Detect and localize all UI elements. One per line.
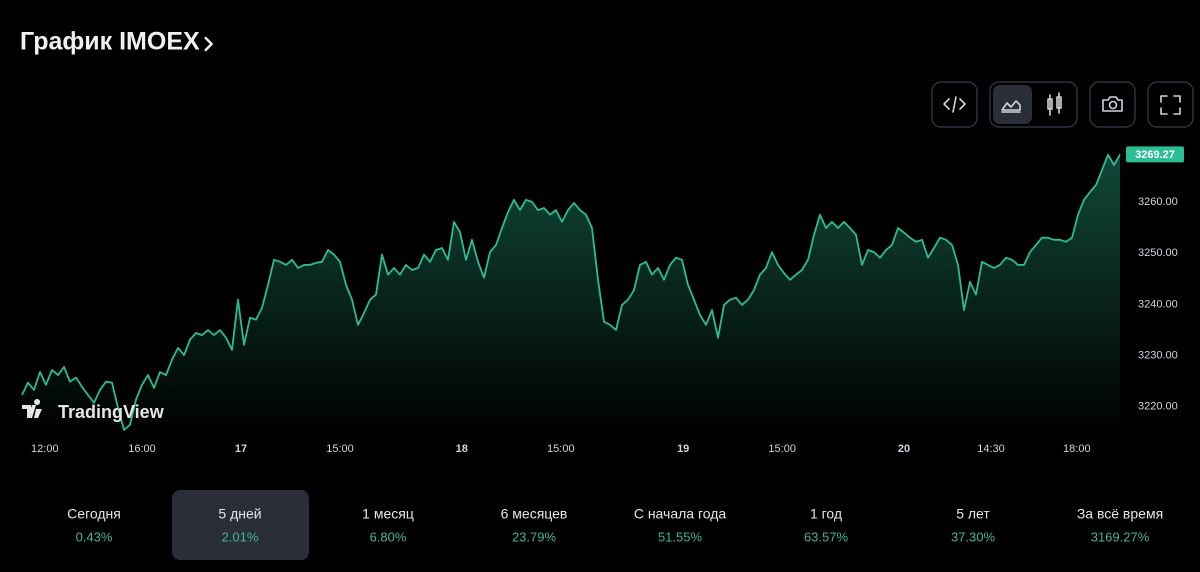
x-tick-label: 12:00 — [31, 443, 59, 455]
area-fill — [22, 154, 1120, 435]
period-change: 23.79% — [512, 529, 557, 544]
x-tick-label: 20 — [898, 443, 910, 455]
period-change: 6.80% — [370, 529, 407, 544]
period-label: 5 дней — [218, 506, 261, 522]
title-chevron[interactable] — [204, 36, 213, 52]
screenshot-button[interactable] — [1089, 81, 1136, 128]
area-icon — [1001, 100, 1021, 113]
period-tab[interactable]: С начала года 51.55% — [634, 506, 727, 545]
page-title[interactable]: График IMOEX — [20, 28, 200, 56]
period-label: За всё время — [1077, 506, 1163, 522]
fullscreen-button[interactable] — [1147, 81, 1194, 128]
period-label: 1 год — [810, 506, 842, 522]
period-tab[interactable]: 1 месяц 6.80% — [362, 506, 414, 545]
x-tick-label: 17 — [235, 443, 247, 455]
chart: 3220.00 3230.00 3240.00 3250.00 3260.00 12:00… — [21, 146, 1184, 455]
period-label: Сегодня — [67, 506, 121, 522]
period-label: 6 месяцев — [501, 506, 568, 522]
x-tick-label: 15:00 — [768, 443, 796, 455]
period-change: 2.01% — [222, 529, 259, 544]
period-change: 0.43% — [76, 529, 113, 544]
period-label: С начала года — [634, 506, 727, 522]
embed-icon — [943, 96, 966, 113]
period-tab-active-bg — [172, 490, 309, 560]
watermark-text: TradingView — [58, 402, 165, 422]
period-tab[interactable]: 6 месяцев 23.79% — [501, 506, 568, 545]
period-change: 3169.27% — [1091, 529, 1150, 544]
period-tab[interactable]: За всё время 3169.27% — [1077, 506, 1163, 545]
watermark-logo — [22, 399, 42, 418]
period-label: 5 лет — [956, 506, 990, 522]
y-tick-label: 3230.00 — [1138, 349, 1178, 361]
camera-icon — [1102, 96, 1123, 112]
camera-lens — [1108, 100, 1118, 110]
period-tab[interactable]: 5 дней 2.01% — [172, 490, 309, 560]
watermark: TradingView — [22, 399, 165, 422]
x-tick-label: 15:00 — [326, 443, 354, 455]
period-tab[interactable]: 1 год 63.57% — [804, 506, 849, 545]
candle-icon — [1047, 92, 1062, 116]
x-tick-label: 18 — [456, 443, 468, 455]
x-tick-label: 14:30 — [977, 443, 1005, 455]
period-change: 51.55% — [658, 529, 703, 544]
period-tab[interactable]: 5 лет 37.30% — [951, 506, 996, 545]
x-tick-label: 15:00 — [547, 443, 575, 455]
period-tab[interactable]: Сегодня 0.43% — [67, 506, 121, 545]
fullscreen-icon — [1160, 95, 1181, 115]
y-tick-label: 3220.00 — [1138, 401, 1178, 413]
period-change: 63.57% — [804, 529, 849, 544]
x-tick-label: 19 — [677, 443, 689, 455]
toolbar — [931, 81, 1194, 128]
last-price-label: 3269.27 — [1135, 149, 1175, 161]
y-tick-label: 3260.00 — [1138, 196, 1178, 208]
y-tick-label: 3250.00 — [1138, 247, 1178, 259]
x-tick-label: 18:00 — [1063, 443, 1091, 455]
period-change: 37.30% — [951, 529, 996, 544]
period-label: 1 месяц — [362, 506, 414, 522]
last-price-badge — [1126, 146, 1184, 163]
price-line — [21, 153, 1121, 431]
candle-type-button[interactable] — [1036, 85, 1074, 124]
x-tick-label: 16:00 — [128, 443, 156, 455]
y-tick-label: 3240.00 — [1138, 298, 1178, 310]
